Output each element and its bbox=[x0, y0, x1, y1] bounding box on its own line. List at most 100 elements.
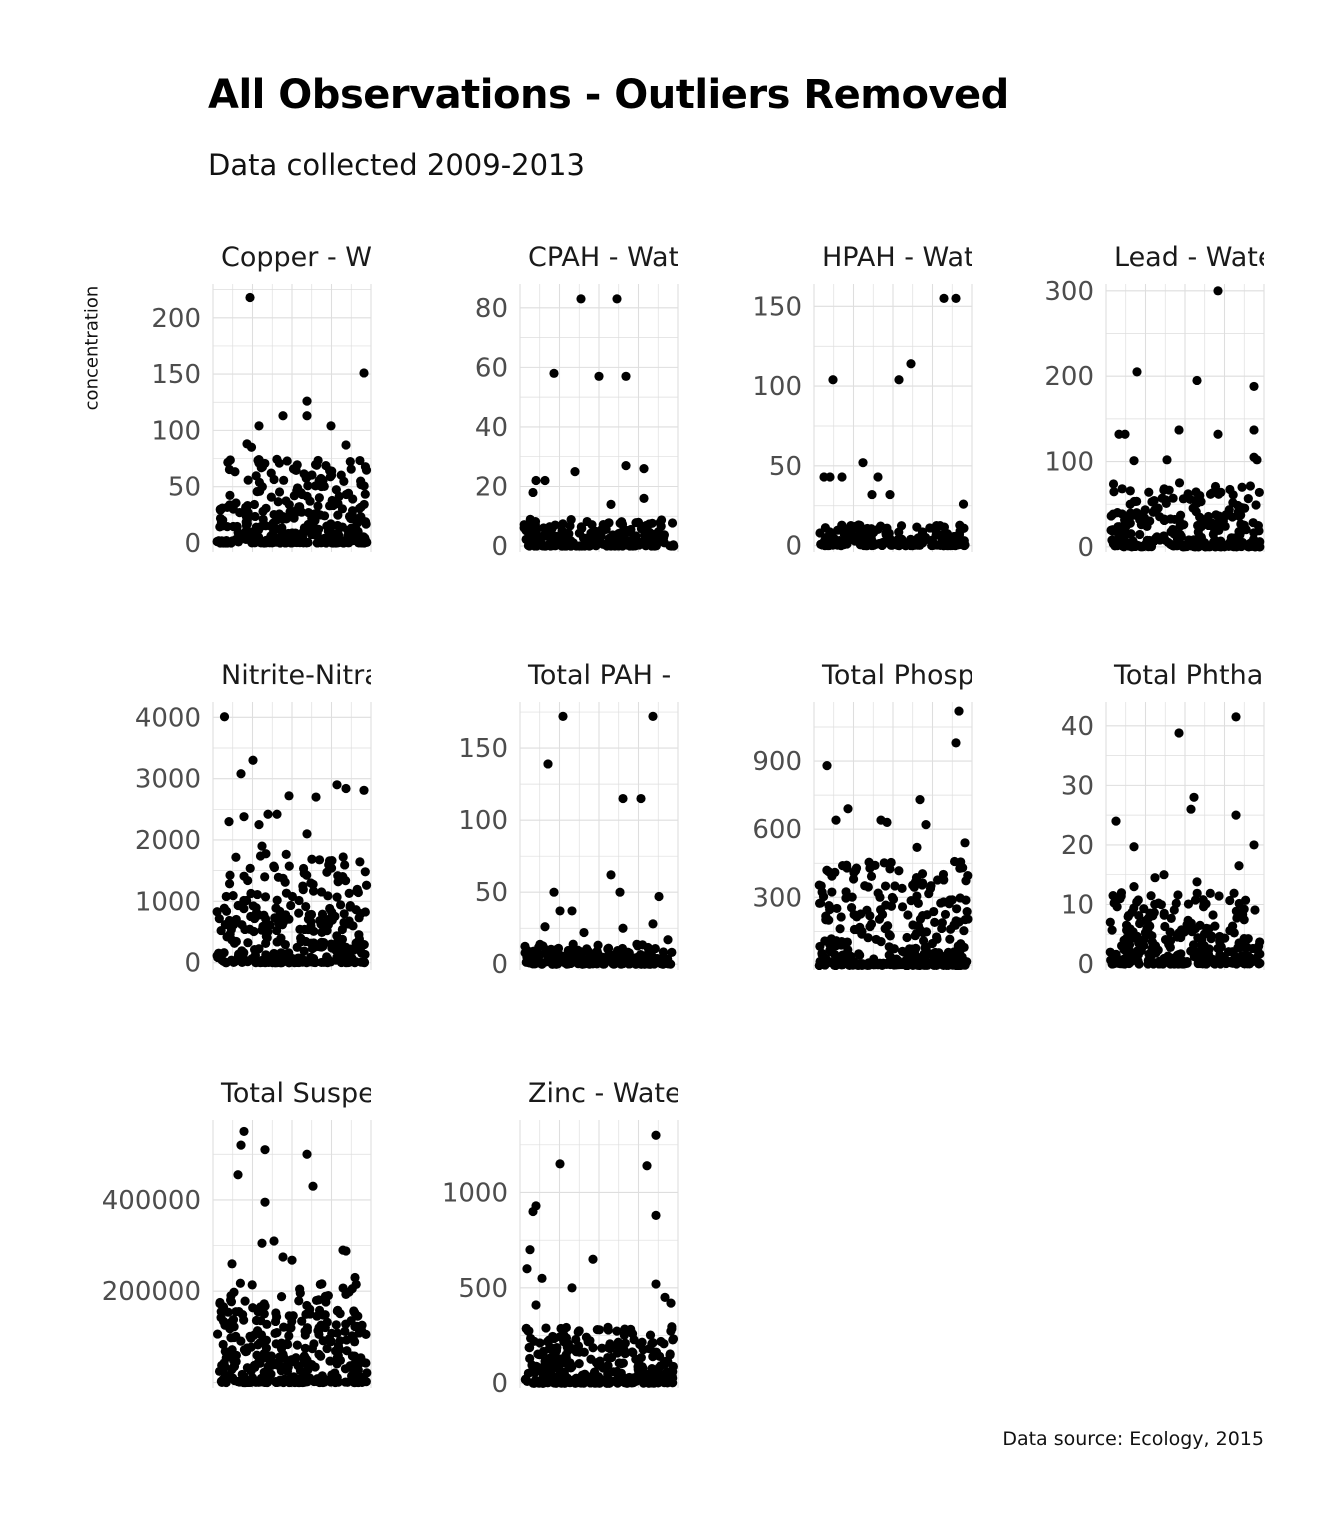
data-point bbox=[522, 1264, 532, 1274]
data-point bbox=[576, 522, 586, 532]
data-point bbox=[851, 866, 861, 876]
data-point bbox=[356, 480, 366, 490]
data-point bbox=[278, 1349, 288, 1360]
data-point bbox=[259, 1309, 269, 1319]
data-point bbox=[915, 795, 925, 805]
data-point bbox=[258, 506, 268, 516]
data-point bbox=[1201, 923, 1212, 933]
data-point bbox=[658, 947, 669, 957]
data-point bbox=[302, 491, 312, 501]
data-point bbox=[301, 473, 311, 483]
data-point bbox=[1236, 510, 1246, 520]
data-point bbox=[315, 537, 326, 547]
data-point bbox=[286, 1355, 297, 1365]
data-point bbox=[330, 1346, 341, 1356]
data-point bbox=[314, 1349, 324, 1359]
data-point bbox=[229, 1332, 239, 1343]
data-point bbox=[331, 1320, 341, 1330]
data-point bbox=[1239, 933, 1249, 944]
data-point bbox=[284, 1311, 294, 1321]
data-point bbox=[215, 522, 225, 532]
data-point bbox=[216, 925, 226, 936]
data-point bbox=[328, 538, 338, 548]
data-point bbox=[310, 509, 320, 519]
data-point bbox=[230, 1376, 240, 1386]
data-point bbox=[336, 470, 346, 480]
data-point bbox=[940, 909, 951, 920]
y-tick-label: 300 bbox=[752, 883, 802, 913]
data-point bbox=[1196, 940, 1206, 950]
data-point bbox=[1235, 530, 1245, 540]
data-point bbox=[882, 817, 892, 827]
data-point bbox=[284, 500, 294, 510]
data-point bbox=[925, 949, 935, 959]
data-point bbox=[591, 1378, 601, 1388]
data-point bbox=[841, 893, 851, 903]
data-point bbox=[848, 874, 859, 884]
data-point bbox=[256, 463, 266, 473]
data-point bbox=[333, 510, 343, 520]
data-point bbox=[880, 881, 891, 891]
data-point bbox=[253, 1358, 264, 1368]
facet-title: Lead - Water bbox=[1114, 242, 1286, 273]
page-title: All Observations - Outliers Removed bbox=[208, 72, 1009, 118]
data-point bbox=[949, 856, 960, 867]
data-point bbox=[354, 1328, 364, 1338]
data-point bbox=[1231, 906, 1241, 916]
data-point bbox=[264, 956, 275, 966]
data-point bbox=[360, 867, 370, 877]
data-point bbox=[312, 460, 322, 470]
data-point bbox=[906, 896, 916, 906]
data-point bbox=[576, 951, 586, 961]
data-point bbox=[633, 952, 643, 962]
data-points bbox=[815, 293, 970, 551]
data-point bbox=[1216, 540, 1226, 550]
data-point bbox=[1150, 873, 1160, 883]
data-point bbox=[337, 522, 348, 532]
y-tick-label: 600 bbox=[752, 815, 802, 845]
data-point bbox=[1168, 541, 1178, 551]
data-point bbox=[915, 914, 926, 924]
data-point bbox=[913, 898, 923, 908]
data-point bbox=[612, 294, 622, 304]
data-point bbox=[219, 903, 229, 913]
data-point bbox=[555, 906, 565, 916]
data-point bbox=[260, 892, 271, 902]
data-point bbox=[537, 1273, 547, 1283]
data-point bbox=[555, 1159, 565, 1169]
data-point bbox=[619, 1330, 629, 1340]
data-point bbox=[665, 1349, 675, 1359]
data-point bbox=[863, 933, 873, 943]
data-point bbox=[252, 1350, 262, 1360]
data-point bbox=[549, 1374, 559, 1384]
data-point bbox=[1237, 482, 1247, 492]
data-point bbox=[574, 1359, 584, 1369]
data-point bbox=[256, 1316, 266, 1326]
data-point bbox=[1210, 481, 1221, 492]
data-point bbox=[592, 1325, 602, 1335]
data-point bbox=[287, 1255, 297, 1265]
data-point bbox=[1250, 905, 1260, 915]
data-point bbox=[603, 1322, 613, 1332]
data-point bbox=[547, 959, 557, 969]
data-point bbox=[963, 914, 973, 924]
data-point bbox=[529, 1336, 539, 1346]
data-point bbox=[236, 769, 246, 779]
data-point bbox=[821, 915, 831, 925]
vertical-gridlines bbox=[212, 702, 372, 970]
data-point bbox=[1250, 542, 1260, 552]
data-point bbox=[1150, 941, 1161, 951]
data-point bbox=[286, 1323, 296, 1333]
data-point bbox=[1160, 535, 1170, 545]
data-point bbox=[260, 872, 270, 882]
data-point bbox=[284, 791, 294, 801]
data-point bbox=[218, 1375, 228, 1385]
data-point bbox=[260, 1145, 270, 1155]
facet-title: Nitrite-Nitrat bbox=[221, 660, 391, 691]
data-point bbox=[308, 954, 319, 964]
data-point bbox=[296, 937, 306, 947]
data-point bbox=[1178, 494, 1188, 504]
data-point bbox=[814, 880, 824, 890]
data-point bbox=[1193, 958, 1203, 969]
